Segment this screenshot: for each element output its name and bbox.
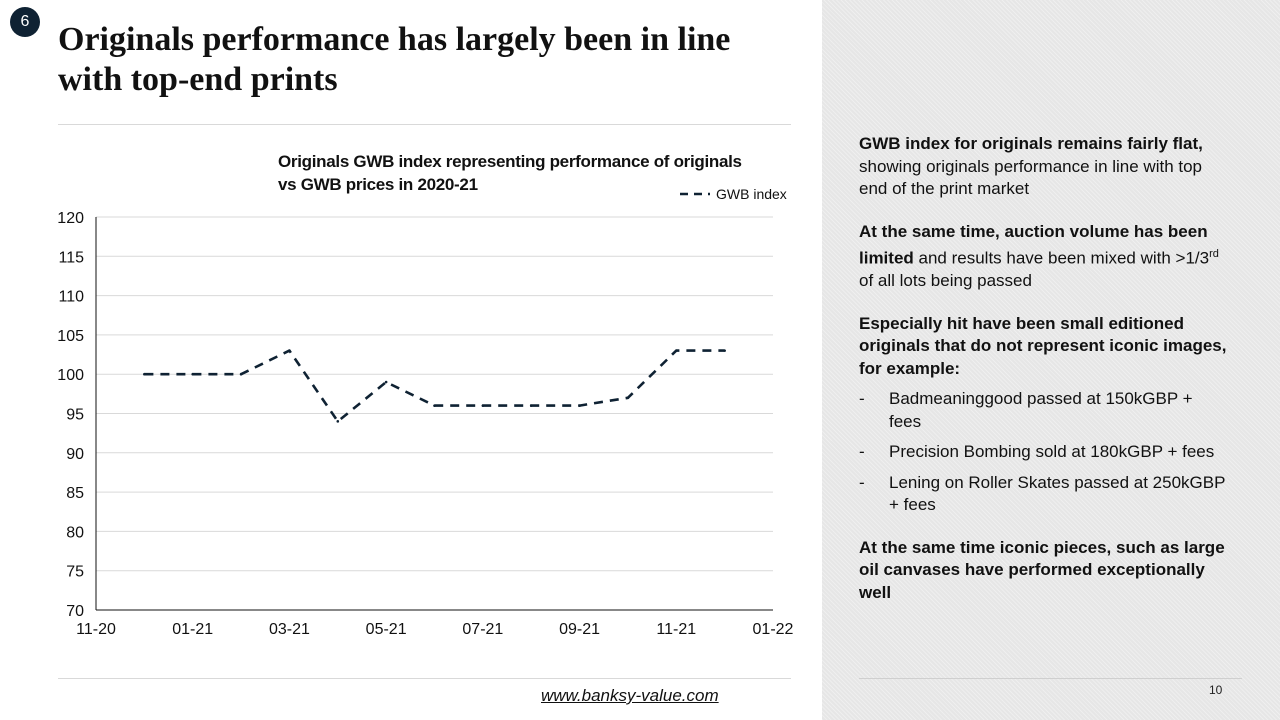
data-point	[336, 420, 340, 423]
y-tick-label: 95	[66, 407, 84, 424]
y-tick-label: 70	[66, 603, 84, 620]
data-point	[191, 372, 195, 376]
line-chart: 70 75 80 85 90 95 100 105 110 115 120 11-20 01-21 03-…	[57, 210, 794, 638]
y-tick-label: 110	[58, 289, 84, 306]
title-divider	[58, 124, 791, 125]
panel-divider	[859, 678, 1242, 679]
x-tick-label: 03-21	[269, 621, 310, 638]
x-tick-label: 09-21	[559, 621, 600, 638]
data-point	[529, 404, 533, 407]
chart-legend: GWB index	[680, 186, 787, 202]
summary-point-2-bold: At the same time, auction volume has bee…	[859, 221, 1208, 268]
data-point	[578, 404, 581, 407]
website-link[interactable]: www.banksy-value.com	[541, 686, 719, 705]
footer-divider	[58, 678, 791, 679]
x-tick-label: 07-21	[462, 621, 503, 638]
summary-panel: GWB index for originals remains fairly f…	[822, 0, 1280, 720]
data-point	[433, 404, 436, 407]
summary-point-3: Especially hit have been small editioned…	[859, 313, 1229, 381]
y-tick-label: 80	[66, 524, 84, 541]
summary-point-1-bold: GWB index for originals remains fairly f…	[859, 134, 1203, 153]
examples-list: Badmeaninggood passed at 150kGBP + fees …	[859, 388, 1229, 517]
x-tick-label: 11-20	[76, 621, 116, 638]
example-item: Badmeaninggood passed at 150kGBP + fees	[859, 388, 1229, 433]
y-tick-label: 120	[57, 210, 84, 227]
y-tick-label: 85	[66, 485, 84, 502]
summary-point-1: GWB index for originals remains fairly f…	[859, 133, 1229, 201]
data-point	[239, 372, 243, 376]
example-item: Lening on Roller Skates passed at 250kGB…	[859, 472, 1229, 517]
y-tick-label: 115	[58, 249, 84, 266]
summary-point-2-tail: of all lots being passed	[859, 271, 1032, 291]
slide-title: Originals performance has largely been i…	[58, 21, 731, 98]
data-point	[481, 404, 485, 407]
summary-point-4-bold: At the same time iconic pieces, such as …	[859, 537, 1225, 602]
data-point	[288, 349, 291, 352]
series-line	[144, 349, 725, 423]
slide-number-badge: 6	[10, 7, 40, 37]
superscript-rd: rd	[1209, 248, 1219, 260]
example-item: Precision Bombing sold at 180kGBP + fees	[859, 441, 1229, 464]
chart-title: Originals GWB index representing perform…	[278, 152, 742, 194]
x-tick-label: 01-21	[172, 621, 213, 638]
summary-point-1-text: showing originals performance in line wi…	[859, 156, 1203, 199]
y-tick-label: 100	[57, 367, 84, 384]
page-number: 10	[1209, 683, 1223, 697]
legend-label: GWB index	[716, 186, 787, 202]
summary-point-3-bold: Especially hit have been small editioned…	[859, 313, 1227, 378]
x-tick-label: 01-22	[753, 621, 794, 638]
summary-point-4: At the same time iconic pieces, such as …	[859, 537, 1229, 605]
y-tick-label: 90	[66, 446, 84, 463]
data-point	[626, 396, 630, 400]
summary-point-2-text: and results have been mixed with >1/3	[913, 248, 1210, 268]
data-point	[143, 372, 146, 376]
y-tick-label: 105	[57, 328, 84, 345]
x-tick-label: 11-21	[656, 621, 696, 638]
x-tick-label: 05-21	[366, 621, 407, 638]
data-point	[723, 349, 726, 352]
data-point	[384, 380, 388, 384]
summary-point-2: At the same time, auction volume has bee…	[859, 221, 1229, 293]
legend-dashed-line-icon	[680, 192, 710, 196]
summary-text: GWB index for originals remains fairly f…	[859, 133, 1229, 624]
y-tick-label: 75	[66, 564, 84, 581]
data-point	[674, 349, 678, 352]
